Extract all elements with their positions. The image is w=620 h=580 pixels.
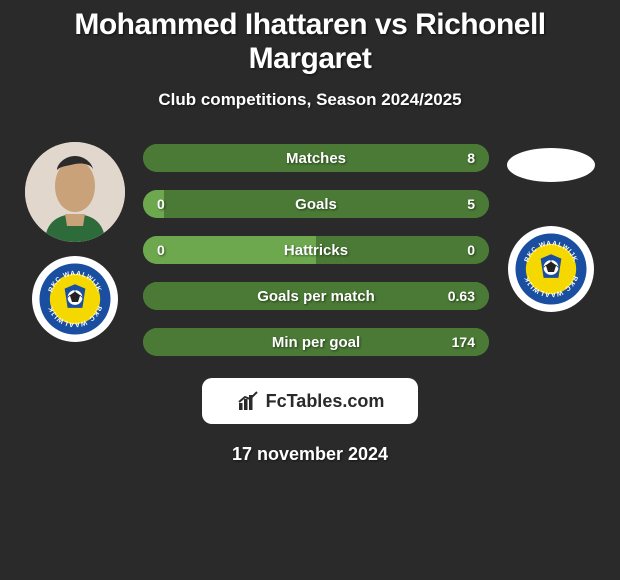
branding-badge: FcTables.com (202, 378, 418, 424)
club-badge-icon: RKC WAALWIJK RKC WAALWIJK (514, 232, 588, 306)
player-right-club-badge: RKC WAALWIJK RKC WAALWIJK (508, 226, 594, 312)
player-left-avatar (25, 142, 125, 242)
stat-bar: Min per goal174 (143, 328, 489, 356)
stats-column: Matches80Goals50Hattricks0Goals per matc… (143, 138, 489, 356)
stat-bar: 0Hattricks0 (143, 236, 489, 264)
stat-name: Min per goal (143, 328, 489, 356)
stat-right-value: 174 (452, 328, 475, 356)
stat-name: Goals (143, 190, 489, 218)
stat-bar: Goals per match0.63 (143, 282, 489, 310)
stat-name: Matches (143, 144, 489, 172)
page-title: Mohammed Ihattaren vs Richonell Margaret (10, 8, 610, 76)
stat-right-value: 8 (467, 144, 475, 172)
stat-right-value: 0 (467, 236, 475, 264)
player-left-column: RKC WAALWIJK RKC WAALWIJK (25, 138, 125, 342)
branding-text: FcTables.com (266, 391, 385, 412)
stat-bar: 0Goals5 (143, 190, 489, 218)
player-left-club-badge: RKC WAALWIJK RKC WAALWIJK (32, 256, 118, 342)
person-icon (25, 142, 125, 242)
stat-right-value: 0.63 (448, 282, 475, 310)
stat-bar: Matches8 (143, 144, 489, 172)
club-badge-icon: RKC WAALWIJK RKC WAALWIJK (38, 262, 112, 336)
stat-name: Goals per match (143, 282, 489, 310)
stat-right-value: 5 (467, 190, 475, 218)
stat-name: Hattricks (143, 236, 489, 264)
comparison-row: RKC WAALWIJK RKC WAALWIJK Matches80Goals… (10, 138, 610, 356)
player-right-avatar-placeholder (507, 148, 595, 182)
player-right-column: RKC WAALWIJK RKC WAALWIJK (507, 138, 595, 312)
chart-icon (236, 389, 260, 413)
subtitle: Club competitions, Season 2024/2025 (10, 90, 610, 110)
date-text: 17 november 2024 (10, 444, 610, 465)
